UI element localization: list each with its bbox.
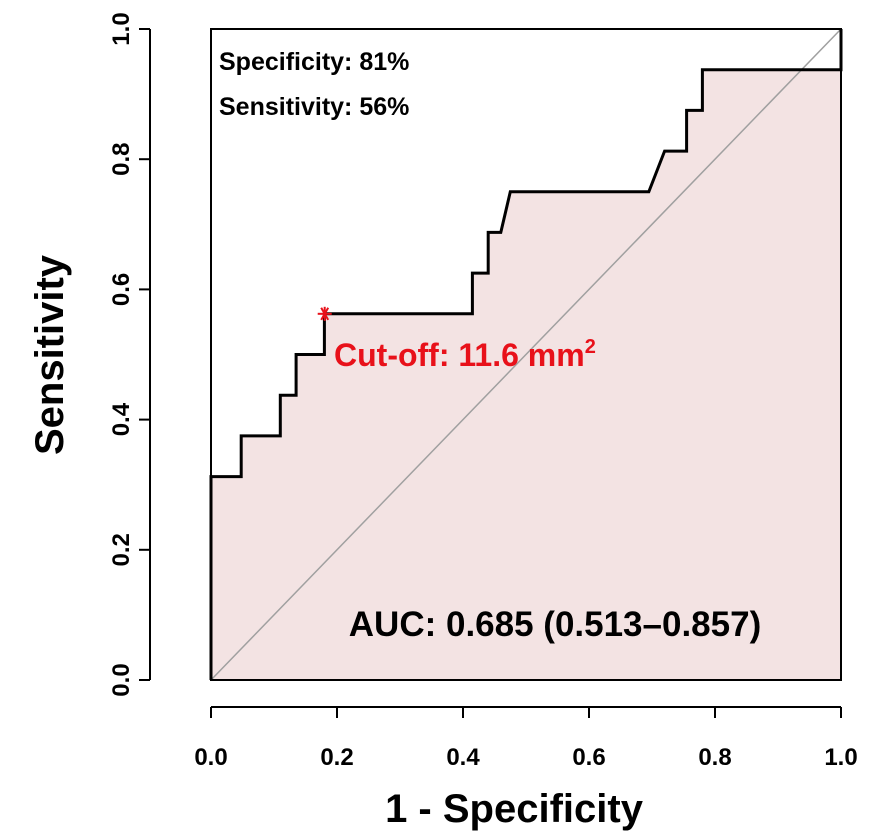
- y-tick-label: 1.0: [108, 12, 135, 45]
- roc-curve: [209, 29, 843, 680]
- y-tick-label: 0.8: [108, 143, 135, 176]
- plot-frame: [210, 28, 842, 681]
- cutoff-point-marker: [317, 306, 332, 321]
- reference-diagonal: [210, 28, 842, 681]
- cutoff-annotation-superscript: 2: [585, 336, 596, 358]
- y-tick-label: 0.6: [108, 273, 135, 306]
- plot-area: [209, 28, 843, 681]
- cutoff-annotation: Cut-off: 11.6 mm2: [334, 336, 596, 373]
- y-tick-label: 0.4: [108, 402, 135, 436]
- y-axis: 0.0 0.2 0.4 0.6 0.8 1.0: [108, 12, 151, 697]
- x-axis: 0.0 0.2 0.4 0.6 0.8 1.0: [194, 706, 858, 771]
- y-tick-label: 0.0: [108, 663, 135, 696]
- x-tick-label: 0.8: [698, 744, 731, 771]
- x-tick-label: 0.2: [320, 744, 353, 771]
- x-tick-label: 0.4: [446, 744, 480, 771]
- specificity-annotation: Specificity: 81%: [219, 48, 409, 76]
- x-tick-label: 1.0: [824, 744, 857, 771]
- x-axis-label: 1 - Specificity: [385, 787, 644, 831]
- y-tick-label: 0.2: [108, 533, 135, 566]
- y-axis-label: Sensitivity: [28, 254, 72, 455]
- auc-annotation: AUC: 0.685 (0.513–0.857): [349, 605, 761, 644]
- x-tick-label: 0.0: [194, 744, 227, 771]
- cutoff-annotation-main: Cut-off: 11.6 mm: [334, 337, 585, 373]
- sensitivity-annotation: Sensitivity: 56%: [219, 93, 409, 121]
- x-tick-label: 0.6: [572, 744, 605, 771]
